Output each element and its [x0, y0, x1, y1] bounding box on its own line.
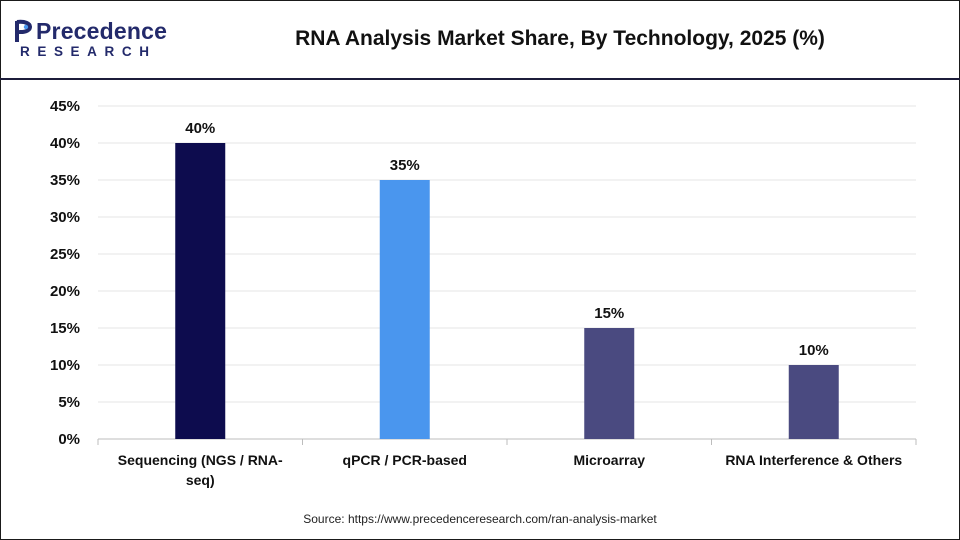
y-tick-label: 40% — [50, 135, 80, 152]
logo-mark-icon — [15, 19, 32, 42]
data-label: 15% — [594, 305, 624, 322]
x-tick-label: seq) — [186, 472, 215, 488]
logo-sub-text: RESEARCH — [20, 44, 157, 59]
data-label: 35% — [390, 157, 420, 174]
bar — [584, 328, 635, 439]
bar — [175, 143, 226, 439]
y-tick-label: 30% — [50, 209, 80, 226]
y-tick-label: 35% — [50, 172, 80, 189]
header: Precedence RESEARCH RNA Analysis Market … — [0, 0, 960, 80]
source-note: Source: https://www.precedenceresearch.c… — [303, 512, 657, 526]
y-tick-label: 5% — [58, 394, 80, 411]
x-tick-label: Sequencing (NGS / RNA- — [118, 452, 283, 468]
y-tick-label: 15% — [50, 320, 80, 337]
chart-title: RNA Analysis Market Share, By Technology… — [295, 27, 825, 50]
x-tick-label: Microarray — [573, 452, 645, 468]
x-tick-label: qPCR / PCR-based — [343, 452, 467, 468]
bar — [379, 180, 430, 439]
data-label: 40% — [185, 120, 215, 137]
y-tick-label: 25% — [50, 246, 80, 263]
data-label: 10% — [799, 342, 829, 359]
precedence-research-logo: Precedence RESEARCH — [14, 18, 168, 62]
y-tick-label: 20% — [50, 283, 80, 300]
bar — [788, 365, 839, 439]
y-tick-label: 45% — [50, 98, 80, 115]
y-tick-label: 0% — [58, 431, 80, 448]
logo-main-text: Precedence — [36, 18, 168, 44]
x-tick-label: RNA Interference & Others — [725, 452, 902, 468]
y-tick-label: 10% — [50, 357, 80, 374]
